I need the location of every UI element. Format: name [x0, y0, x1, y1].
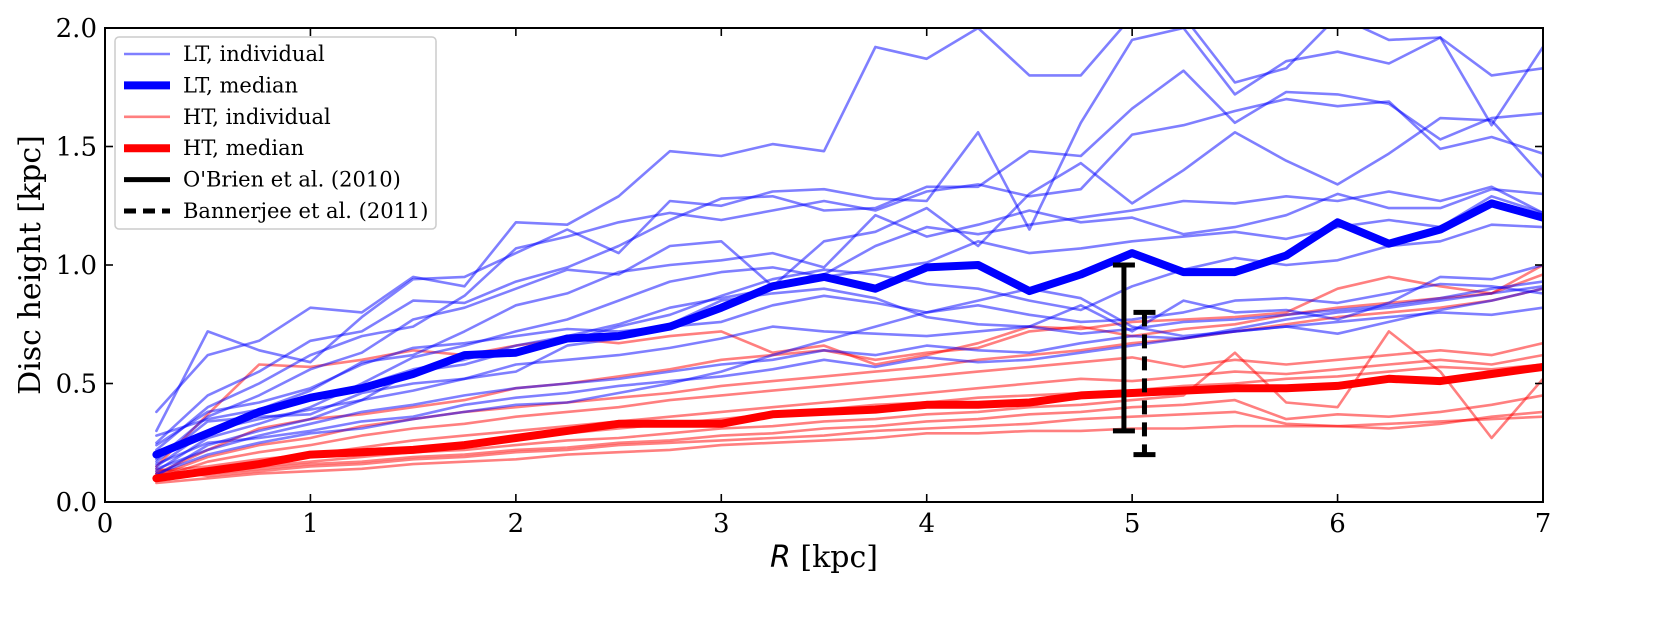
series-line-lt-individual-5 [155, 116, 1543, 461]
legend-item-ht-median: HT, median [124, 136, 304, 160]
y-axis-label: Disc height [kpc] [13, 135, 48, 395]
error-bar-obrien-2010 [1112, 262, 1135, 434]
legend-item-obs-dashed: Bannerjee et al. (2011) [124, 199, 428, 223]
x-tick-label: 0 [97, 509, 114, 539]
legend-item-lt-individual: LT, individual [124, 42, 325, 66]
tick-layer: 0 1 2 3 4 5 6 7 0.0 0.5 1.0 1.5 2.0 [56, 14, 1552, 539]
y-tick-label: 0.5 [56, 370, 97, 400]
series-layer [152, 28, 1543, 485]
series-line-lt-individual-3 [155, 69, 1543, 445]
x-axis-label: R [kpc] [770, 540, 878, 575]
legend-label: Bannerjee et al. (2011) [183, 199, 428, 223]
series-line-lt-individual-1 [155, 28, 1543, 414]
series-line-lt-individual-6 [155, 187, 1543, 468]
series-line-lt-individual-10 [155, 282, 1543, 447]
series-line-lt-individual-13 [155, 284, 1543, 466]
x-tick-label: 4 [918, 509, 935, 539]
series-line-ht-individual-10 [155, 415, 1543, 485]
legend-label: LT, individual [183, 42, 325, 66]
x-axis-label-unit: [kpc] [791, 540, 878, 575]
series-line-lt-individual-12 [155, 306, 1543, 471]
x-tick-label: 2 [508, 509, 525, 539]
legend-item-obs-solid: O'Brien et al. (2010) [124, 168, 401, 192]
legend: LT, individual LT, median HT, individual HT… [114, 36, 437, 230]
legend-label: O'Brien et al. (2010) [183, 168, 401, 192]
series-line-ht-individual-8 [155, 394, 1543, 480]
x-tick-label: 5 [1124, 509, 1141, 539]
x-tick-label: 6 [1329, 509, 1346, 539]
series-line-lt-individual-8 [155, 223, 1543, 478]
series-line-ht-individual-5 [155, 353, 1543, 473]
y-tick-label: 2.0 [56, 14, 97, 44]
legend-item-lt-median: LT, median [124, 73, 298, 97]
x-tick-label: 1 [302, 509, 319, 539]
legend-box [114, 36, 437, 230]
series-line-lt-median [152, 199, 1543, 459]
x-axis-label-variable: R [770, 540, 791, 575]
error-bar-bannerjee-2011 [1133, 309, 1156, 458]
y-tick-label: 0.0 [56, 488, 97, 518]
legend-item-ht-individual: HT, individual [124, 105, 331, 129]
series-line-lt-individual-4 [155, 97, 1543, 452]
y-tick-label: 1.0 [56, 251, 97, 281]
series-line-lt-individual-14 [155, 287, 1543, 475]
legend-label: HT, median [183, 136, 304, 160]
series-line-ht-median [152, 362, 1543, 483]
series-line-ht-individual-4 [155, 341, 1543, 480]
series-line-lt-individual-2 [155, 28, 1543, 433]
legend-label: HT, individual [183, 105, 331, 129]
y-tick-label: 1.5 [56, 133, 97, 163]
x-tick-label: 3 [713, 509, 730, 539]
x-tick-label: 7 [1535, 509, 1552, 539]
legend-label: LT, median [183, 73, 298, 97]
errorbar-layer [1112, 262, 1156, 458]
